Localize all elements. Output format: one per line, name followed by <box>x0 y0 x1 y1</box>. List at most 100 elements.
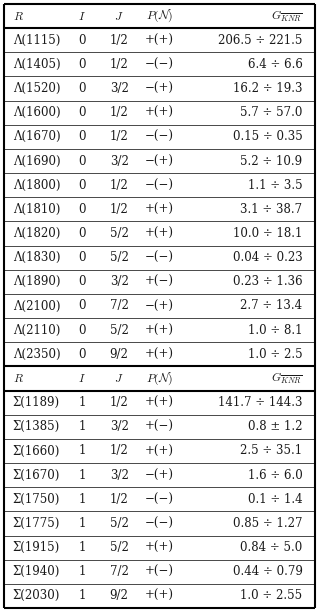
Text: 1.0 ÷ 2.5: 1.0 ÷ 2.5 <box>248 348 302 361</box>
Text: −(+): −(+) <box>145 155 174 168</box>
Text: 0: 0 <box>78 106 86 119</box>
Text: −(−): −(−) <box>145 58 174 71</box>
Text: Σ(1660): Σ(1660) <box>13 444 60 457</box>
Text: 2.5 ÷ 35.1: 2.5 ÷ 35.1 <box>241 444 302 457</box>
Text: Λ(1600): Λ(1600) <box>13 106 60 119</box>
Text: Λ(1405): Λ(1405) <box>13 58 60 71</box>
Text: 1.6 ÷ 6.0: 1.6 ÷ 6.0 <box>248 469 302 482</box>
Text: Σ(1915): Σ(1915) <box>13 541 60 554</box>
Text: Λ(1520): Λ(1520) <box>13 82 60 95</box>
Text: 1: 1 <box>79 517 86 530</box>
Text: $I$: $I$ <box>78 372 86 385</box>
Text: 1: 1 <box>79 469 86 482</box>
Text: 10.0 ÷ 18.1: 10.0 ÷ 18.1 <box>233 227 302 240</box>
Text: 0: 0 <box>78 34 86 47</box>
Text: 9/2: 9/2 <box>110 589 129 602</box>
Text: 1/2: 1/2 <box>110 130 129 143</box>
Text: 0: 0 <box>78 227 86 240</box>
Text: 0: 0 <box>78 179 86 192</box>
Text: 1: 1 <box>79 565 86 578</box>
Text: 1.0 ÷ 2.55: 1.0 ÷ 2.55 <box>241 589 302 602</box>
Text: Λ(1670): Λ(1670) <box>13 130 60 143</box>
Text: 1/2: 1/2 <box>110 106 129 119</box>
Text: 1.0 ÷ 8.1: 1.0 ÷ 8.1 <box>248 324 302 337</box>
Text: 0.44 ÷ 0.79: 0.44 ÷ 0.79 <box>233 565 302 578</box>
Text: +(+): +(+) <box>145 444 174 457</box>
Text: 0: 0 <box>78 299 86 313</box>
Text: $P(\mathcal{N})$: $P(\mathcal{N})$ <box>146 370 173 387</box>
Text: 16.2 ÷ 19.3: 16.2 ÷ 19.3 <box>233 82 302 95</box>
Text: 1/2: 1/2 <box>110 444 129 457</box>
Text: 0: 0 <box>78 275 86 288</box>
Text: 0: 0 <box>78 82 86 95</box>
Text: Λ(1830): Λ(1830) <box>13 251 60 264</box>
Text: +(+): +(+) <box>145 106 174 119</box>
Text: Σ(1385): Σ(1385) <box>13 420 60 433</box>
Text: 0.23 ÷ 1.36: 0.23 ÷ 1.36 <box>233 275 302 288</box>
Text: 5/2: 5/2 <box>110 517 129 530</box>
Text: Λ(1820): Λ(1820) <box>13 227 60 240</box>
Text: +(−): +(−) <box>145 420 174 433</box>
Text: 0: 0 <box>78 155 86 168</box>
Text: 1/2: 1/2 <box>110 493 129 506</box>
Text: $P(\mathcal{N})$: $P(\mathcal{N})$ <box>146 8 173 24</box>
Text: Λ(1890): Λ(1890) <box>13 275 60 288</box>
Text: $G_{\overline{KNR}}$: $G_{\overline{KNR}}$ <box>271 8 302 24</box>
Text: 1/2: 1/2 <box>110 179 129 192</box>
Text: 0.1 ÷ 1.4: 0.1 ÷ 1.4 <box>248 493 302 506</box>
Text: Λ(2100): Λ(2100) <box>13 299 60 313</box>
Text: −(−): −(−) <box>145 251 174 264</box>
Text: 5/2: 5/2 <box>110 227 129 240</box>
Text: 5.7 ÷ 57.0: 5.7 ÷ 57.0 <box>240 106 302 119</box>
Text: 3.1 ÷ 38.7: 3.1 ÷ 38.7 <box>241 203 302 216</box>
Text: 3/2: 3/2 <box>110 155 129 168</box>
Text: 7/2: 7/2 <box>110 565 129 578</box>
Text: 3/2: 3/2 <box>110 420 129 433</box>
Text: 1/2: 1/2 <box>110 34 129 47</box>
Text: 0: 0 <box>78 58 86 71</box>
Text: +(+): +(+) <box>145 203 174 216</box>
Text: +(+): +(+) <box>145 34 174 47</box>
Text: +(−): +(−) <box>145 275 174 288</box>
Text: $I$: $I$ <box>78 10 86 23</box>
Text: 0.84 ÷ 5.0: 0.84 ÷ 5.0 <box>240 541 302 554</box>
Text: 0: 0 <box>78 203 86 216</box>
Text: −(−): −(−) <box>145 179 174 192</box>
Text: 206.5 ÷ 221.5: 206.5 ÷ 221.5 <box>218 34 302 47</box>
Text: $J$: $J$ <box>114 372 124 385</box>
Text: 3/2: 3/2 <box>110 275 129 288</box>
Text: Σ(1775): Σ(1775) <box>13 517 60 530</box>
Text: 141.7 ÷ 144.3: 141.7 ÷ 144.3 <box>218 396 302 409</box>
Text: +(+): +(+) <box>145 396 174 409</box>
Text: Σ(2030): Σ(2030) <box>13 589 60 602</box>
Text: 1: 1 <box>79 420 86 433</box>
Text: 0: 0 <box>78 251 86 264</box>
Text: 5/2: 5/2 <box>110 541 129 554</box>
Text: Λ(2110): Λ(2110) <box>13 324 60 337</box>
Text: +(+): +(+) <box>145 227 174 240</box>
Text: −(+): −(+) <box>145 82 174 95</box>
Text: $R$: $R$ <box>13 372 24 385</box>
Text: −(−): −(−) <box>145 493 174 506</box>
Text: 1: 1 <box>79 396 86 409</box>
Text: 1: 1 <box>79 541 86 554</box>
Text: +(−): +(−) <box>145 565 174 578</box>
Text: $J$: $J$ <box>114 10 124 23</box>
Text: Σ(1750): Σ(1750) <box>13 493 60 506</box>
Text: Λ(1115): Λ(1115) <box>13 34 60 47</box>
Text: Σ(1940): Σ(1940) <box>13 565 60 578</box>
Text: Λ(1810): Λ(1810) <box>13 203 60 216</box>
Text: $G_{\overline{KNR}}$: $G_{\overline{KNR}}$ <box>271 370 302 386</box>
Text: −(+): −(+) <box>145 469 174 482</box>
Text: 3/2: 3/2 <box>110 82 129 95</box>
Text: 1/2: 1/2 <box>110 396 129 409</box>
Text: 1/2: 1/2 <box>110 203 129 216</box>
Text: 5/2: 5/2 <box>110 324 129 337</box>
Text: +(+): +(+) <box>145 324 174 337</box>
Text: 0.85 ÷ 1.27: 0.85 ÷ 1.27 <box>233 517 302 530</box>
Text: 0: 0 <box>78 130 86 143</box>
Text: 0.8 ± 1.2: 0.8 ± 1.2 <box>248 420 302 433</box>
Text: Σ(1670): Σ(1670) <box>13 469 60 482</box>
Text: +(+): +(+) <box>145 541 174 554</box>
Text: 7/2: 7/2 <box>110 299 129 313</box>
